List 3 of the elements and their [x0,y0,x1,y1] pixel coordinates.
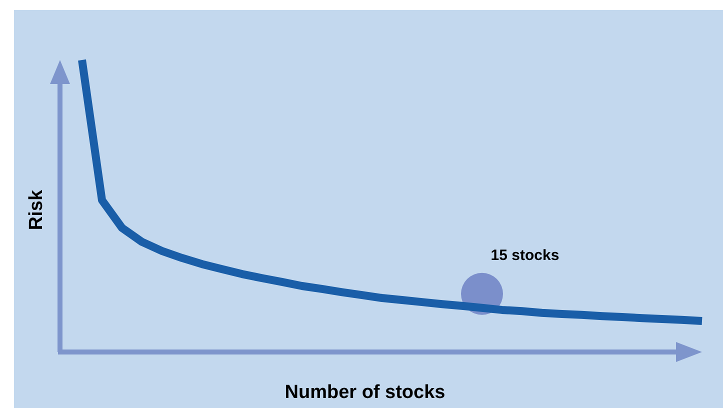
x-axis-title: Number of stocks [284,382,446,403]
annotation: 15 stocks [490,246,560,264]
y-axis-title: Risk [26,190,47,230]
